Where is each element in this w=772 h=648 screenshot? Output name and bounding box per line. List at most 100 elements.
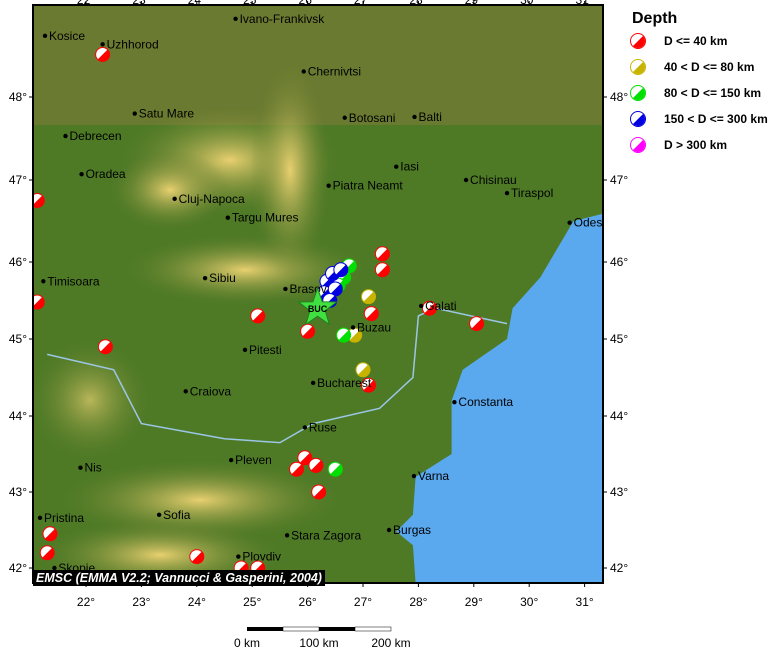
earthquake-beachball (374, 246, 390, 262)
city-dot (386, 527, 392, 533)
legend-label: 80 < D <= 150 km (664, 86, 762, 100)
city-label: Cluj-Napoca (179, 192, 245, 206)
city-label: Galati (425, 299, 456, 313)
earthquake-beachball (250, 308, 266, 324)
city-dot (418, 303, 424, 309)
earthquake-beachball (289, 461, 305, 477)
city-label: Ivano-Frankivsk (240, 12, 326, 26)
lat-tick-left: 44° (9, 409, 27, 423)
city-dot (78, 465, 83, 470)
earthquake-beachball (361, 377, 377, 393)
city-dot (326, 183, 331, 188)
lon-tick-top: 27° (354, 0, 372, 7)
lon-tick-bottom: 23° (132, 595, 150, 609)
legend-item: D > 300 km (630, 132, 768, 158)
earthquake-beachball (42, 526, 58, 542)
city-dot (504, 190, 510, 196)
lon-tick-bottom: 22° (77, 595, 95, 609)
earthquake-beachball (300, 323, 316, 339)
city-dot (463, 177, 469, 183)
lat-tick-left: 48° (9, 90, 27, 104)
city-label: Chisinau (470, 173, 517, 187)
city-dot (284, 533, 290, 538)
city-dot (100, 42, 105, 47)
legend-item: D <= 40 km (630, 28, 768, 54)
legend-label: 150 < D <= 300 km (664, 112, 768, 126)
beachball-icon (630, 85, 646, 101)
axis-ticks: 22° 22° 23° 23° 24° 24° 25° 25° 26° 26° 27° 27° 28° 2… (9, 0, 629, 609)
lat-tick-left: 46° (9, 255, 27, 269)
legend-label: D > 300 km (664, 138, 728, 152)
city-label: Sofia (163, 508, 191, 522)
cities: Kosice Uzhhorod Ivano-Frankivsk Chernivtsi S… (37, 12, 602, 575)
beachball-icon (630, 59, 646, 75)
beachball-icon (630, 111, 646, 127)
city-dot (42, 33, 48, 38)
earthquake-beachball (97, 339, 113, 355)
lat-tick-right: 44° (610, 409, 628, 423)
city-dot (228, 457, 234, 463)
lon-tick-top: 29° (465, 0, 483, 7)
lon-tick-bottom: 31° (576, 595, 594, 609)
beachball-icon (630, 33, 646, 49)
earthquake-beachball (355, 362, 371, 378)
city-dot (350, 325, 356, 330)
city-dot (79, 171, 84, 177)
city-dot (567, 220, 572, 225)
city-dot (302, 425, 308, 430)
city-label: Satu Mare (139, 107, 195, 121)
lon-tick-bottom: 26° (299, 595, 317, 609)
city-label: Stara Zagora (291, 528, 361, 542)
city-dot (225, 215, 231, 220)
lon-tick-bottom: 24° (188, 595, 206, 609)
city-label: Varna (418, 469, 449, 483)
lat-tick-right: 48° (610, 90, 628, 104)
balkan-mountains (60, 460, 340, 540)
legend-title: Depth (632, 10, 678, 27)
city-dot (202, 275, 208, 281)
city-dot (132, 111, 137, 116)
earthquake-beachball (95, 47, 111, 62)
danube-river (47, 307, 508, 444)
city-dot (63, 133, 68, 139)
city-label: Targu Mures (232, 211, 299, 225)
lon-tick-top: 22° (77, 0, 95, 7)
epicenter-label: BUC (308, 304, 328, 314)
earthquake-beachball (308, 457, 324, 473)
earthquake-beachball (363, 306, 379, 322)
black-sea (396, 213, 603, 583)
city-label: Bucharest (317, 376, 372, 390)
lat-tick-right: 45° (610, 332, 628, 346)
lon-tick-top: 25° (243, 0, 261, 7)
legend-label: 40 < D <= 80 km (664, 60, 755, 74)
lat-tick-left: 47° (9, 173, 27, 187)
city-dot (172, 196, 177, 202)
earthquake-beachball (297, 450, 313, 466)
city-label: Piatra Neamt (333, 179, 404, 193)
city-label: Constanta (458, 395, 513, 409)
lon-tick-top: 28° (409, 0, 427, 7)
city-dot (156, 512, 162, 517)
credit-label: EMSC (EMMA V2.2; Vannucci & Gasperini, 2… (33, 570, 325, 586)
city-label: Nis (84, 461, 101, 475)
lat-tick-right: 46° (610, 255, 628, 269)
city-dot (236, 554, 241, 559)
earthquake-beachball (336, 327, 352, 343)
city-dot (52, 565, 57, 571)
city-dot (310, 380, 316, 386)
earthquake-beachball (39, 545, 55, 561)
depth-legend: Depth D <= 40 km 40 < D <= 80 km 80 < D <=… (630, 10, 768, 158)
lon-tick-bottom: 27° (354, 595, 372, 609)
lat-tick-left: 42° (9, 561, 27, 575)
earthquake-beachball (311, 484, 327, 500)
eastern-carpathians (250, 60, 330, 280)
earthquake-beachball (33, 294, 45, 310)
city-dot (37, 515, 43, 521)
lon-tick-bottom: 29° (465, 595, 483, 609)
lat-tick-right: 47° (610, 173, 628, 187)
city-label: Debrecen (70, 129, 122, 143)
city-label: Brasov (289, 282, 326, 296)
earthquake-beachball (189, 549, 205, 565)
legend-label: D <= 40 km (664, 34, 728, 48)
